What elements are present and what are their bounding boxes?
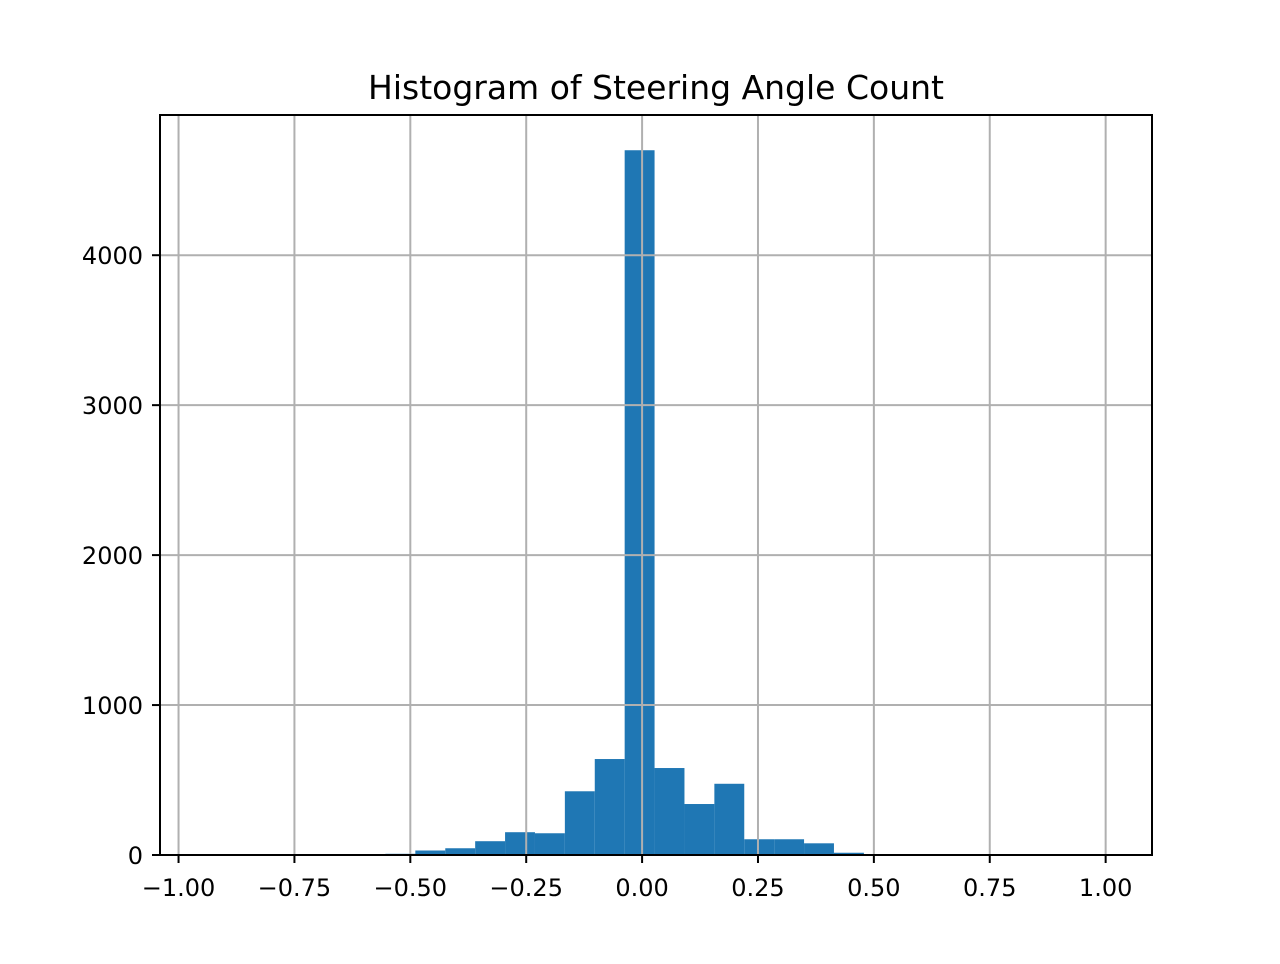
histogram-bar-9 xyxy=(654,768,685,855)
histogram-bar-11 xyxy=(714,783,745,855)
grid-layer xyxy=(160,115,1152,856)
histogram-bar-13 xyxy=(774,839,805,855)
histogram-bar-3 xyxy=(475,841,506,855)
plot-frame xyxy=(159,114,1153,856)
y-tick-label-2: 2000 xyxy=(82,542,143,570)
chart-title: Histogram of Steering Angle Count xyxy=(368,68,944,107)
histogram-bar-8 xyxy=(624,150,655,855)
histogram-bar-2 xyxy=(445,848,476,855)
histogram-bar-6 xyxy=(564,791,595,855)
x-tick-label-5: 0.25 xyxy=(731,874,784,902)
bars-layer xyxy=(385,150,894,855)
histogram-bar-12 xyxy=(744,839,775,855)
histogram-bar-10 xyxy=(684,804,715,855)
histogram-bar-4 xyxy=(505,832,535,855)
histogram-bar-5 xyxy=(534,833,565,855)
x-tick-label-7: 0.75 xyxy=(963,874,1016,902)
y-tick-label-4: 4000 xyxy=(82,242,143,270)
x-tick-label-2: −0.50 xyxy=(374,874,448,902)
ticks-layer: −1.00 −0.75 −0.50 −0.25 0.00 0.25 0.50 0.75 1.00… xyxy=(82,242,1132,902)
x-tick-label-6: 0.50 xyxy=(847,874,900,902)
y-tick-label-0: 0 xyxy=(128,842,143,870)
x-tick-label-8: 1.00 xyxy=(1079,874,1132,902)
x-tick-label-0: −1.00 xyxy=(142,874,216,902)
histogram-bar-15 xyxy=(833,852,864,855)
y-tick-label-3: 3000 xyxy=(82,392,143,420)
histogram-bar-14 xyxy=(804,843,834,855)
x-tick-label-1: −0.75 xyxy=(258,874,332,902)
histogram-bar-7 xyxy=(594,759,625,855)
x-tick-label-4: 0.00 xyxy=(615,874,668,902)
y-tick-label-1: 1000 xyxy=(82,692,143,720)
histogram-bar-1 xyxy=(415,850,446,855)
x-tick-label-3: −0.25 xyxy=(489,874,563,902)
